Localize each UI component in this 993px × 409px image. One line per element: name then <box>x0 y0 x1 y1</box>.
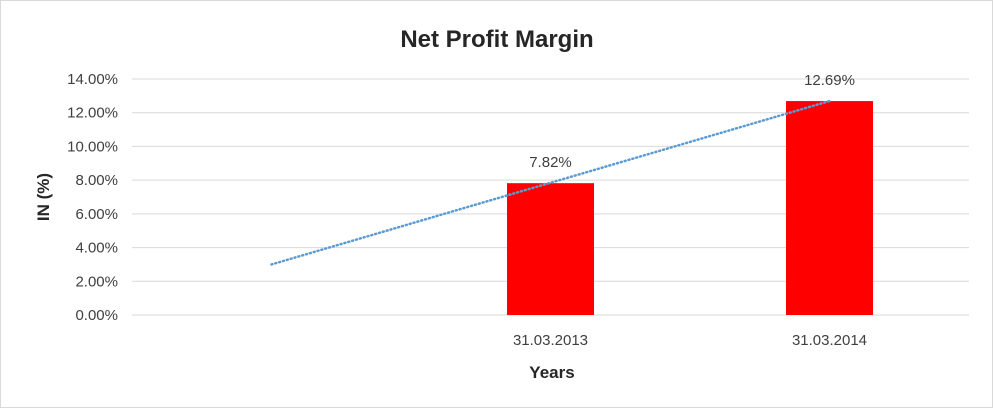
x-axis-title: Years <box>529 363 574 382</box>
data-label: 12.69% <box>804 72 855 89</box>
bar <box>786 101 873 315</box>
data-label: 7.82% <box>529 154 572 171</box>
bars <box>507 101 873 315</box>
y-tick-label: 0.00% <box>75 307 118 324</box>
y-tick-label: 12.00% <box>67 105 118 122</box>
x-tick-label: 31.03.2014 <box>792 332 867 349</box>
y-tick-label: 6.00% <box>75 206 118 223</box>
y-tick-label: 8.00% <box>75 172 118 189</box>
y-tick-label: 4.00% <box>75 240 118 257</box>
chart-title: Net Profit Margin <box>400 26 593 53</box>
x-axis-ticks: 31.03.2013 31.03.2014 <box>513 332 867 349</box>
y-axis-title: IN (%) <box>34 173 53 221</box>
trendline <box>270 99 831 266</box>
y-axis-ticks: 0.00% 2.00% 4.00% 6.00% 8.00% 10.00% 12.00% 14.… <box>67 71 118 324</box>
data-labels: 7.82% 12.69% <box>529 72 855 171</box>
x-tick-label: 31.03.2013 <box>513 332 588 349</box>
y-tick-label: 10.00% <box>67 138 118 155</box>
trendline-group <box>270 99 831 266</box>
y-tick-label: 14.00% <box>67 71 118 88</box>
bar <box>507 183 594 315</box>
y-tick-label: 2.00% <box>75 273 118 290</box>
